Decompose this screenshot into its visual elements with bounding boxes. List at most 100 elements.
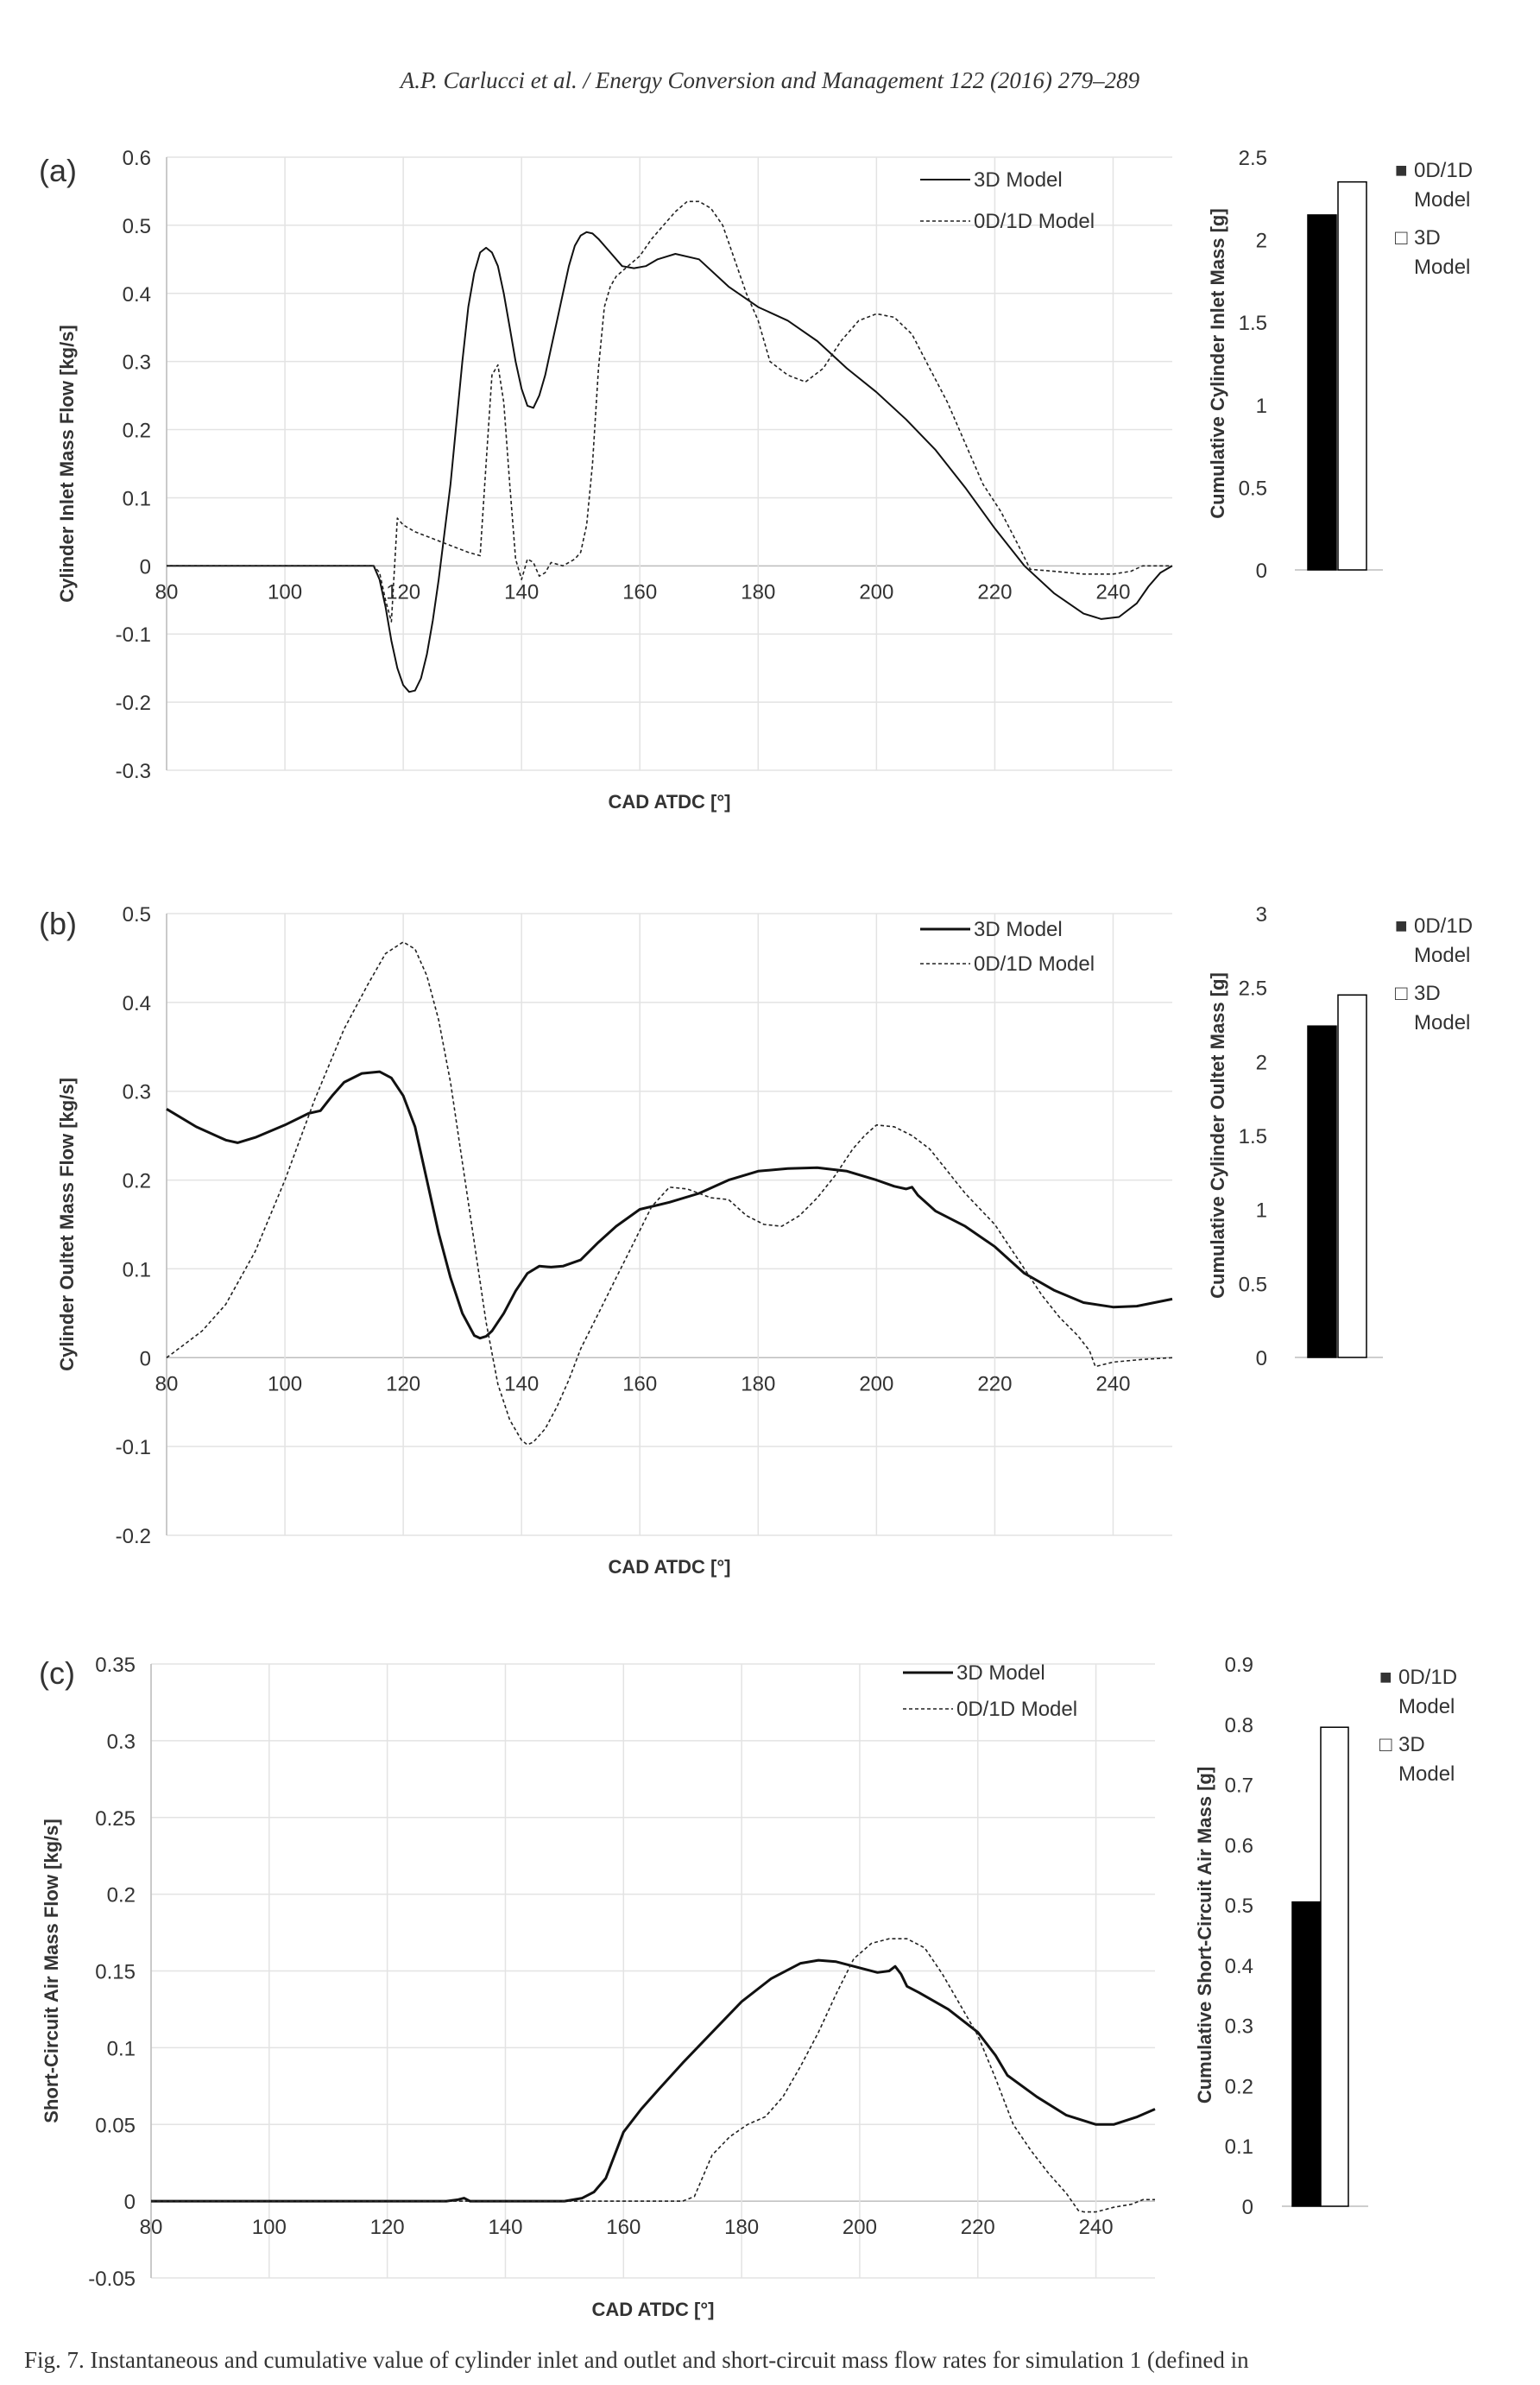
bar-y-tick-label: 0.5: [1239, 1273, 1267, 1296]
bar-y-tick-label: 0: [1256, 560, 1267, 583]
y-tick-label: 0.05: [95, 2114, 136, 2137]
x-tick-label: 220: [961, 2216, 995, 2239]
y-tick-label: 0.1: [123, 1258, 151, 1281]
bar-y-tick-label: 1: [1256, 1199, 1267, 1223]
bar-y-axis-title: Cumulative Short-Circuit Air Mass [g]: [1194, 1767, 1215, 2103]
x-tick-label: 140: [504, 1372, 539, 1395]
panel-label: (b): [39, 906, 77, 941]
series-line-3d-model: [151, 1958, 1156, 2203]
x-tick-label: 240: [1095, 1372, 1130, 1395]
bar-y-tick-label: 0.9: [1225, 1654, 1253, 1677]
x-tick-label: 80: [155, 1372, 179, 1395]
bar-y-tick-label: 0.4: [1225, 1955, 1253, 1978]
y-tick-label: -0.2: [116, 1525, 151, 1548]
bar-y-tick-label: 2.5: [1239, 977, 1267, 1001]
panel-label: (a): [39, 153, 77, 188]
y-tick-label: 0.5: [123, 215, 151, 238]
y-tick-label: 0: [124, 2191, 136, 2214]
x-tick-label: 180: [741, 1372, 775, 1395]
x-tick-label: 200: [859, 1372, 893, 1395]
y-tick-label: 0.4: [123, 992, 151, 1015]
x-tick-label: 160: [622, 1372, 657, 1395]
x-tick-label: 220: [977, 1372, 1012, 1395]
x-tick-label: 120: [386, 580, 420, 604]
bar-y-tick-label: 0: [1242, 2196, 1253, 2219]
x-tick-label: 160: [606, 2216, 641, 2239]
x-tick-label: 120: [370, 2216, 405, 2239]
legend-label: 0D/1D Model: [956, 1698, 1077, 1721]
y-tick-label: 0.2: [107, 1884, 136, 1907]
bar-y-tick-label: 2: [1256, 230, 1267, 253]
bar-legend-label: 0D/1D: [1398, 1666, 1457, 1689]
y-tick-label: -0.3: [116, 760, 151, 783]
bar-legend-label: 3D: [1414, 226, 1441, 250]
x-tick-label: 220: [977, 580, 1012, 604]
x-axis-title: CAD ATDC [°]: [609, 791, 731, 813]
x-tick-label: 180: [741, 580, 775, 604]
bar-legend-label: Model: [1398, 1762, 1455, 1786]
y-tick-label: -0.05: [88, 2268, 136, 2291]
legend-label: 0D/1D Model: [974, 952, 1095, 976]
bar-legend-label: 3D: [1398, 1733, 1425, 1756]
panel-label: (c): [39, 1655, 75, 1691]
y-tick-label: 0.3: [123, 351, 151, 375]
bar-y-tick-label: 0.2: [1225, 2075, 1253, 2098]
y-tick-label: 0.3: [123, 1081, 151, 1104]
y-tick-label: 0: [140, 1347, 151, 1370]
x-tick-label: 140: [488, 2216, 522, 2239]
bar-legend-label: Model: [1414, 256, 1470, 279]
y-tick-label: 0.3: [107, 1730, 136, 1754]
series-line-3d-model: [166, 1070, 1173, 1340]
y-tick-label: 0.25: [95, 1807, 136, 1831]
y-tick-label: 0: [140, 555, 151, 579]
y-tick-label: 0.4: [123, 283, 151, 307]
bar-legend-marker: □: [1395, 982, 1408, 1005]
y-tick-label: 0.6: [123, 147, 151, 170]
bar-legend-marker: ■: [1379, 1666, 1392, 1689]
x-tick-label: 100: [268, 1372, 302, 1395]
bar-0d1d-model: [1307, 214, 1337, 571]
bar-legend-label: 3D: [1414, 982, 1441, 1005]
figure-caption: Fig. 7. Instantaneous and cumulative val…: [24, 2347, 1249, 2373]
bar-3d-model: [1320, 1726, 1349, 2207]
x-tick-label: 240: [1079, 2216, 1114, 2239]
y-axis-title: Short-Circuit Air Mass Flow [kg/s]: [41, 1819, 62, 2122]
legend-label: 3D Model: [974, 918, 1063, 941]
series-line-0d1d-model: [167, 200, 1172, 623]
x-axis-title: CAD ATDC [°]: [609, 1556, 731, 1578]
x-tick-label: 120: [386, 1372, 420, 1395]
bar-y-tick-label: 1.5: [1239, 312, 1267, 335]
bar-y-tick-label: 3: [1256, 903, 1267, 927]
bar-y-axis-title: Cumulative Cylinder Oultet Mass [g]: [1207, 972, 1228, 1299]
series-line-0d1d-model: [151, 1938, 1155, 2213]
x-tick-label: 100: [252, 2216, 287, 2239]
bar-legend-marker: □: [1395, 226, 1408, 250]
bar-legend-marker: □: [1379, 1733, 1392, 1756]
x-tick-label: 100: [268, 580, 302, 604]
bar-3d-model: [1337, 180, 1367, 571]
bar-y-tick-label: 0.3: [1225, 2015, 1253, 2039]
x-tick-label: 180: [724, 2216, 759, 2239]
running-header: A.P. Carlucci et al. / Energy Conversion…: [400, 67, 1140, 93]
y-axis-title: Cylinder Inlet Mass Flow [kg/s]: [56, 325, 78, 603]
bar-y-tick-label: 0.1: [1225, 2135, 1253, 2159]
bar-0d1d-model: [1291, 1901, 1321, 2207]
y-tick-label: -0.1: [116, 623, 151, 647]
bar-3d-model: [1337, 994, 1367, 1358]
x-tick-label: 160: [622, 580, 657, 604]
bar-y-tick-label: 0: [1256, 1347, 1267, 1370]
legend-label: 3D Model: [974, 168, 1063, 192]
bar-legend-label: 0D/1D: [1414, 914, 1473, 938]
y-tick-label: -0.2: [116, 692, 151, 715]
bar-y-tick-label: 0.5: [1239, 477, 1267, 500]
x-tick-label: 200: [859, 580, 893, 604]
y-tick-label: -0.1: [116, 1436, 151, 1459]
x-tick-label: 200: [843, 2216, 877, 2239]
bar-y-tick-label: 0.8: [1225, 1714, 1253, 1737]
x-tick-label: 80: [155, 580, 179, 604]
y-tick-label: 0.15: [95, 1961, 136, 1984]
y-tick-label: 0.2: [123, 1170, 151, 1193]
y-tick-label: 0.1: [107, 2037, 136, 2060]
y-tick-label: 0.35: [95, 1654, 136, 1677]
y-tick-label: 0.2: [123, 420, 151, 443]
